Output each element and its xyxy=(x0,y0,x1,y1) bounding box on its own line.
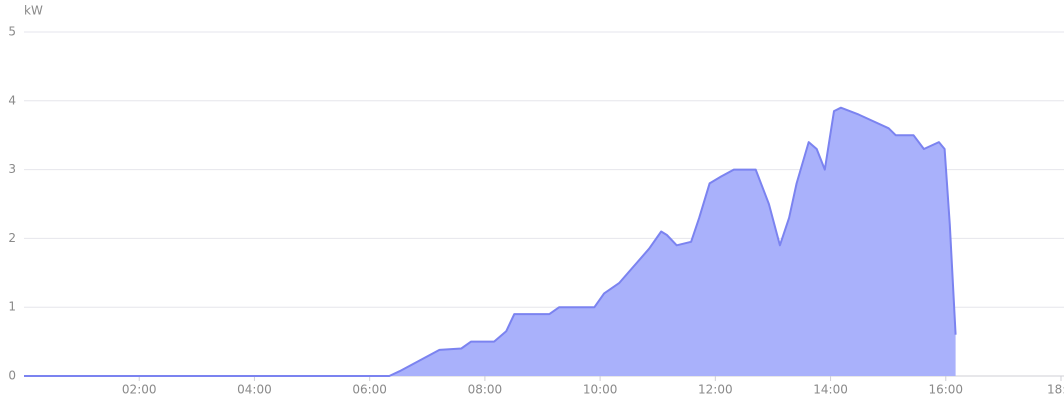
y-tick-label: 3 xyxy=(8,162,16,176)
x-tick-label: 02:00 xyxy=(122,383,157,397)
y-tick-label: 2 xyxy=(8,231,16,245)
x-tick-label: 06:00 xyxy=(352,383,387,397)
x-tick-label: 10:00 xyxy=(583,383,618,397)
x-tick-label: 16:00 xyxy=(928,383,963,397)
x-tick-label: 12:00 xyxy=(698,383,733,397)
x-tick-label: 14:00 xyxy=(813,383,848,397)
x-tick-label: 04:00 xyxy=(237,383,272,397)
x-tick-label: 18: xyxy=(1047,383,1064,397)
line xyxy=(24,106,957,377)
y-axis-label: kW xyxy=(24,4,43,18)
y-tick-label: 5 xyxy=(8,25,16,39)
y-tick-label: 4 xyxy=(8,93,16,107)
y-tick-label: 1 xyxy=(8,300,16,314)
x-tick-label: 08:00 xyxy=(468,383,503,397)
y-tick-label: 0 xyxy=(8,369,16,383)
area xyxy=(24,107,956,376)
